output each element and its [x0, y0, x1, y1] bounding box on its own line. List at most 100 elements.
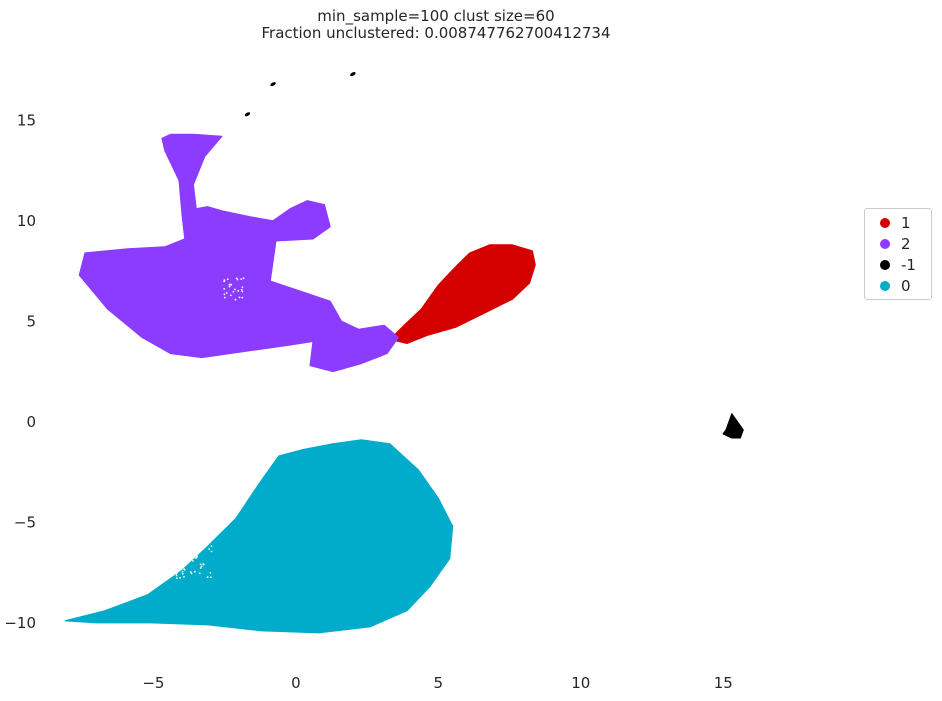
cluster-0-texture: [210, 550, 213, 553]
cluster-0-texture: [177, 555, 180, 558]
cluster-0-texture: [189, 571, 192, 573]
cluster-0-texture: [206, 543, 208, 546]
y-tick-label: 5: [26, 312, 36, 330]
cluster-2-texture: [223, 293, 226, 296]
y-tick-label: 10: [17, 212, 36, 230]
cluster-2-texture: [228, 283, 231, 286]
legend-entry: 2: [865, 234, 933, 254]
cluster-0-texture: [183, 575, 185, 578]
legend-marker: [880, 281, 890, 291]
cluster--1-point: [244, 112, 251, 117]
cluster-0-texture: [206, 576, 209, 579]
cluster-2-texture: [228, 285, 231, 288]
cluster-0-texture: [185, 551, 188, 554]
cluster-2-texture: [241, 296, 244, 299]
cluster-0-texture: [193, 570, 196, 573]
y-tick-label: 15: [17, 111, 36, 129]
cluster-0-texture: [195, 556, 198, 559]
cluster-0-texture: [209, 576, 212, 579]
cluster-0-texture: [210, 545, 213, 547]
cluster-0-texture: [192, 560, 194, 562]
legend-label: -1: [901, 256, 916, 274]
cluster-0-texture: [198, 572, 201, 575]
cluster-0-texture: [199, 543, 202, 546]
x-tick-label: 15: [714, 674, 733, 692]
cluster-0-texture: [194, 538, 197, 541]
chart-title: min_sample=100 clust size=60: [317, 7, 555, 25]
legend-marker: [880, 218, 890, 228]
legend-label: 2: [901, 235, 911, 253]
cluster-0-texture: [199, 567, 202, 569]
cluster-2-texture: [237, 289, 240, 292]
cluster-2-texture: [230, 283, 232, 286]
legend-marker: [880, 239, 890, 249]
cluster-0-texture: [190, 541, 193, 543]
x-tick-label: 10: [571, 674, 590, 692]
cluster-2-texture: [232, 290, 235, 293]
cluster-0-texture: [172, 551, 175, 554]
x-tick-label: 5: [434, 674, 444, 692]
cluster-0-texture: [190, 555, 193, 557]
y-tick-label: 0: [26, 413, 36, 431]
cluster-0-texture: [189, 557, 192, 560]
cluster-2-texture: [242, 277, 245, 280]
cluster-1-region: [389, 244, 536, 344]
legend-marker: [880, 260, 890, 270]
cluster-0-texture: [175, 574, 178, 577]
cluster-0-texture: [199, 563, 202, 566]
cluster-0-texture: [179, 539, 181, 541]
cluster-0-texture: [209, 571, 212, 574]
cluster-0-texture: [190, 572, 193, 575]
cluster-2-texture: [225, 292, 228, 294]
cluster-0-texture: [208, 548, 211, 550]
chart-subtitle: Fraction unclustered: 0.0087477627004127…: [261, 24, 611, 42]
cluster-2-texture: [229, 294, 232, 297]
cluster-0-texture: [179, 576, 182, 579]
cluster-0-texture: [177, 569, 180, 572]
cluster-0-texture: [189, 559, 191, 562]
cluster-0-texture: [177, 546, 180, 549]
x-tick-label: −5: [142, 674, 164, 692]
cluster-0-texture: [175, 538, 178, 541]
cluster-2-texture: [223, 279, 226, 282]
cluster-0-texture: [181, 553, 183, 556]
cluster-0-texture: [173, 543, 176, 546]
cluster-2-texture: [226, 278, 229, 281]
legend-label: 0: [901, 277, 911, 295]
legend-entry: 1: [865, 213, 933, 233]
cluster-0-texture: [200, 565, 203, 568]
cluster-2-region: [78, 133, 399, 373]
cluster-0-texture: [181, 570, 184, 573]
cluster-2-texture: [240, 288, 243, 291]
cluster-0-texture: [174, 554, 177, 556]
cluster-0-texture: [175, 572, 178, 575]
y-tick-label: −5: [14, 513, 36, 531]
cluster-2-texture: [233, 288, 236, 291]
cluster-0-texture: [198, 540, 201, 543]
legend-entry: -1: [865, 255, 933, 275]
legend-entry: 0: [865, 276, 933, 296]
cluster-0-texture: [202, 563, 205, 565]
y-tick-label: −10: [4, 614, 36, 632]
cluster-0-texture: [183, 568, 186, 571]
cluster-0-texture: [175, 577, 178, 579]
cluster-2-texture: [234, 298, 237, 301]
cluster-0-texture: [194, 550, 197, 553]
cluster--1-region: [722, 413, 744, 439]
cluster-0-texture: [202, 542, 204, 545]
legend-label: 1: [901, 214, 911, 232]
cluster-0-texture: [196, 553, 199, 556]
cluster-0-texture: [199, 548, 202, 551]
cluster--1-point: [270, 82, 276, 87]
cluster-2-texture: [241, 286, 244, 289]
cluster-2-texture: [241, 290, 244, 293]
cluster-0-texture: [191, 547, 194, 549]
cluster-0-texture: [181, 572, 184, 575]
cluster-0-texture: [182, 547, 185, 549]
cluster-2-texture: [240, 278, 243, 281]
cluster--1-point: [350, 72, 356, 77]
cluster-0-region: [64, 439, 454, 634]
cluster-2-texture: [235, 277, 238, 280]
